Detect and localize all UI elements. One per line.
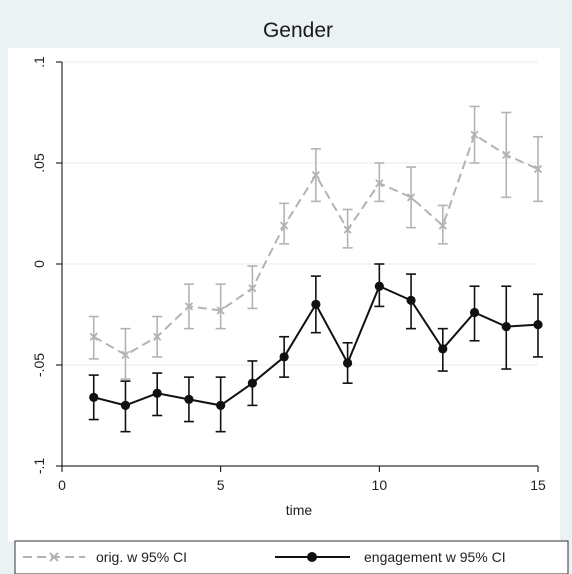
data-point bbox=[248, 284, 257, 293]
data-point bbox=[247, 378, 257, 388]
axes bbox=[56, 61, 539, 472]
data-point bbox=[470, 130, 479, 139]
x-tick-label: 15 bbox=[530, 477, 546, 493]
data-point-stroke bbox=[184, 302, 194, 311]
data-point bbox=[374, 281, 384, 291]
data-point bbox=[343, 358, 353, 368]
data-point-stroke bbox=[216, 306, 225, 315]
data-point bbox=[216, 306, 225, 315]
data-point-stroke bbox=[121, 350, 130, 360]
chart-title: Gender bbox=[263, 19, 333, 42]
data-point bbox=[438, 221, 447, 230]
data-point-stroke bbox=[438, 221, 447, 230]
data-point bbox=[438, 344, 448, 354]
data-point bbox=[121, 350, 130, 360]
x-tick-label: 5 bbox=[217, 477, 225, 493]
data-point bbox=[89, 392, 99, 402]
x-tick-label: 10 bbox=[372, 477, 388, 493]
data-point-stroke bbox=[153, 332, 162, 341]
series-line bbox=[93, 133, 539, 357]
data-point bbox=[406, 193, 416, 202]
data-point bbox=[533, 320, 543, 330]
data-point-stroke bbox=[279, 221, 289, 230]
data-point bbox=[469, 307, 480, 318]
x-tick-label: 0 bbox=[58, 477, 66, 493]
data-point-stroke bbox=[343, 225, 352, 234]
data-point-stroke bbox=[311, 170, 321, 180]
data-point bbox=[89, 332, 98, 341]
data-point bbox=[152, 388, 162, 398]
data-point-stroke bbox=[248, 284, 257, 293]
data-point bbox=[375, 179, 384, 188]
y-tick-label: .1 bbox=[31, 56, 47, 68]
data-point-stroke bbox=[470, 130, 479, 139]
legend: orig. w 95% CI engagement w 95% CI bbox=[14, 540, 569, 574]
series-layer bbox=[88, 105, 543, 433]
data-point bbox=[120, 400, 131, 410]
data-point bbox=[502, 150, 511, 160]
data-point-stroke bbox=[375, 179, 384, 188]
y-tick-label: -.1 bbox=[31, 458, 47, 475]
data-point bbox=[279, 352, 289, 362]
data-point bbox=[406, 295, 416, 305]
data-point bbox=[184, 302, 194, 311]
y-tick-label: .05 bbox=[31, 153, 47, 173]
y-tick-label: -.05 bbox=[31, 353, 47, 377]
legend-orig-label: orig. w 95% CI bbox=[96, 549, 187, 565]
data-point bbox=[279, 221, 289, 230]
data-point-stroke bbox=[502, 150, 511, 160]
data-point-stroke bbox=[406, 193, 416, 202]
legend-orig-marker bbox=[49, 552, 59, 562]
data-point bbox=[533, 164, 543, 174]
data-point bbox=[343, 225, 352, 234]
x-tick-labels: 0 5 10 15 bbox=[58, 477, 546, 493]
y-tick-labels: -.1 -.05 0 .05 .1 bbox=[31, 56, 47, 474]
series-engagement bbox=[88, 263, 543, 433]
data-point bbox=[501, 322, 511, 332]
series-orig bbox=[88, 105, 543, 380]
title-band bbox=[0, 0, 572, 48]
data-point-stroke bbox=[89, 332, 98, 341]
data-point bbox=[184, 394, 194, 404]
data-point bbox=[311, 299, 321, 309]
data-point bbox=[311, 170, 321, 180]
plot-region bbox=[8, 48, 560, 542]
data-point bbox=[216, 400, 226, 410]
legend-engagement-label: engagement w 95% CI bbox=[364, 549, 506, 565]
data-point-stroke bbox=[533, 164, 543, 174]
x-axis-label: time bbox=[286, 502, 313, 518]
data-point bbox=[153, 332, 162, 341]
y-tick-label: 0 bbox=[31, 260, 47, 268]
legend-engagement-marker bbox=[307, 552, 317, 562]
